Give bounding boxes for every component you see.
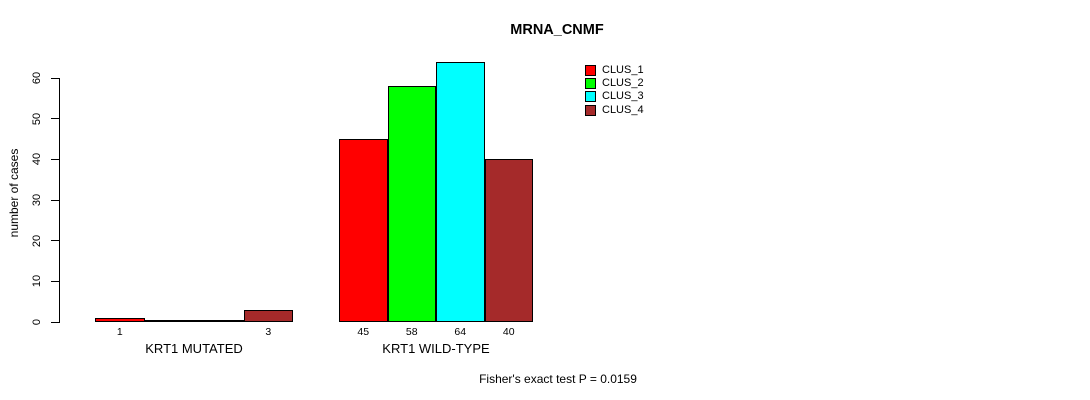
pvalue-annotation: Fisher's exact test P = 0.0159 xyxy=(479,372,637,386)
y-tick-mark xyxy=(51,77,59,79)
bar-value-label: 58 xyxy=(405,326,418,338)
bar-clus_4 xyxy=(484,159,533,322)
bar-clus_1 xyxy=(95,318,145,322)
y-tick-label: 30 xyxy=(31,193,43,207)
y-axis-line xyxy=(59,78,60,323)
bar-value-label: 45 xyxy=(357,326,370,338)
bar-value-label: 1 xyxy=(116,326,123,338)
legend-label: CLUS_1 xyxy=(602,64,644,76)
legend-swatch-clus_4 xyxy=(585,104,596,116)
y-tick-mark xyxy=(51,199,59,201)
bar-clus_3 xyxy=(194,320,244,322)
legend-label: CLUS_3 xyxy=(602,90,644,103)
y-tick-mark xyxy=(51,321,59,323)
bar-value-label: 3 xyxy=(265,326,272,338)
bar-clus_4 xyxy=(243,310,293,322)
y-tick-label: 60 xyxy=(31,71,43,85)
y-tick-label: 10 xyxy=(31,275,43,288)
legend-swatch-clus_3 xyxy=(585,91,596,103)
y-tick-label: 40 xyxy=(31,153,43,166)
bar-clus_2 xyxy=(387,86,436,322)
group-label: KRT1 MUTATED xyxy=(145,341,243,356)
y-axis-title: number of cases xyxy=(7,148,21,238)
bar-clus_3 xyxy=(436,62,485,322)
group-label: KRT1 WILD-TYPE xyxy=(382,341,490,356)
y-tick-label: 50 xyxy=(31,112,43,125)
legend-swatch-clus_2 xyxy=(585,78,596,90)
legend-label: CLUS_2 xyxy=(602,77,644,90)
y-tick-mark xyxy=(51,280,59,282)
y-tick-label: 20 xyxy=(31,234,43,247)
bar-clus_2 xyxy=(144,320,194,322)
chart-title: MRNA_CNMF xyxy=(510,22,604,38)
bar-value-label: 40 xyxy=(502,326,515,338)
y-tick-mark xyxy=(51,118,59,120)
y-tick-mark xyxy=(51,158,59,160)
legend-label: CLUS_4 xyxy=(602,103,644,116)
bar-clus_1 xyxy=(339,139,388,322)
y-tick-mark xyxy=(51,240,59,242)
legend-swatch-clus_1 xyxy=(585,65,596,76)
bar-value-label: 64 xyxy=(454,326,467,338)
y-tick-label: 0 xyxy=(31,318,43,326)
